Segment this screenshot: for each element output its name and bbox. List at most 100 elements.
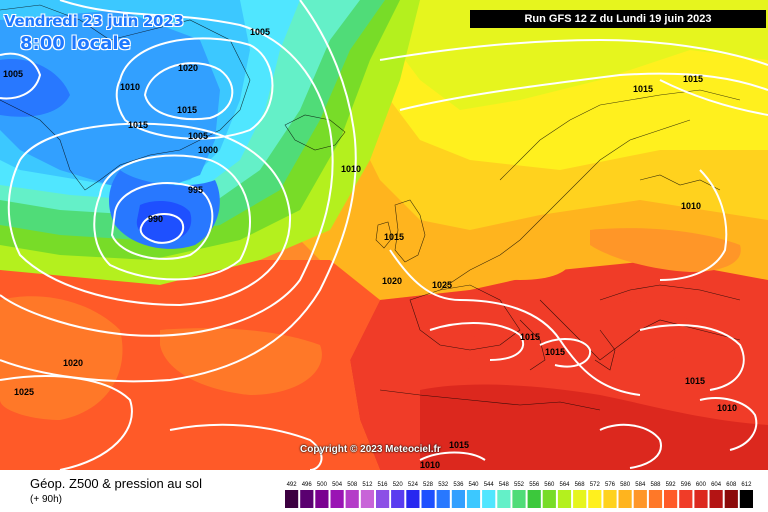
legend-level-label: 524 [408, 482, 419, 488]
isobar-label: 1025 [14, 387, 34, 397]
isobars [0, 0, 768, 470]
isobar-label: 1005 [188, 131, 208, 141]
forecast-map: 1005 1005 1010 1015 1020 1015 1005 1000 … [0, 0, 768, 470]
isobar-label: 1015 [177, 105, 197, 115]
map-title: Géop. Z500 & pression au sol [30, 476, 202, 491]
legend-swatch [315, 490, 329, 508]
legend-swatch [391, 490, 405, 508]
legend-level-label: 516 [377, 482, 388, 488]
legend-level-label: 536 [453, 482, 464, 488]
legend-level-label: 572 [590, 482, 601, 488]
legend-swatch [466, 490, 481, 508]
legend-level-label: 592 [666, 482, 677, 488]
coastlines [0, 4, 741, 411]
legend-level-label: 528 [423, 482, 434, 488]
legend-swatch [633, 490, 647, 508]
legend-level-label: 604 [711, 482, 722, 488]
isobar-label: 995 [188, 185, 203, 195]
isobar-label: 1015 [683, 74, 703, 84]
isobar-label: 990 [148, 214, 163, 224]
legend-swatch [376, 490, 390, 508]
legend-level-label: 596 [681, 482, 692, 488]
legend-level-label: 492 [287, 482, 298, 488]
isobar-label: 1020 [178, 63, 198, 73]
legend-level-label: 560 [544, 482, 555, 488]
isobar-label: 1010 [120, 82, 140, 92]
legend-swatch [360, 490, 374, 508]
isobar-label: 1015 [384, 232, 404, 242]
legend-level-label: 612 [741, 482, 752, 488]
legend-swatch [285, 490, 299, 508]
legend-level-label: 608 [726, 482, 737, 488]
legend-level-label: 556 [529, 482, 540, 488]
legend-level-label: 532 [438, 482, 449, 488]
legend-level-label: 544 [484, 482, 495, 488]
legend-swatch [330, 490, 344, 508]
legend-swatch [345, 490, 359, 508]
legend-level-label: 520 [393, 482, 404, 488]
legend-swatch [603, 490, 617, 508]
legend-swatch [406, 490, 420, 508]
legend-level-label: 496 [302, 482, 313, 488]
isobar-label: 1020 [382, 276, 402, 286]
legend-swatch [527, 490, 541, 508]
legend-level-label: 548 [499, 482, 510, 488]
legend-level-label: 568 [575, 482, 586, 488]
legend-swatch [648, 490, 663, 508]
legend-swatch [542, 490, 556, 508]
legend-level-label: 512 [362, 482, 373, 488]
legend-swatch [664, 490, 678, 508]
legend-swatch [694, 490, 708, 508]
color-legend: 492 496 500 504 508 512 516 520 524 528 532 536 540 5… [285, 482, 753, 508]
legend-swatch [451, 490, 465, 508]
legend-swatch [482, 490, 496, 508]
legend-level-label: 600 [696, 482, 707, 488]
isobar-label: 1020 [63, 358, 83, 368]
map-subtitle: (+ 90h) [30, 494, 62, 505]
isobar-labels: 1005 1005 1010 1015 1020 1015 1005 1000 … [3, 27, 737, 470]
legend-level-label: 564 [559, 482, 570, 488]
legend-swatch [709, 490, 723, 508]
isobar-label: 1005 [250, 27, 270, 37]
legend-swatch [724, 490, 738, 508]
legend-swatch [739, 490, 753, 508]
copyright-text: Copyright © 2023 Meteociel.fr [300, 444, 441, 455]
isobar-label: 1010 [420, 460, 440, 470]
isobar-label: 1015 [685, 376, 705, 386]
isobar-label: 1015 [545, 347, 565, 357]
legend-swatch [497, 490, 511, 508]
legend-swatch [436, 490, 450, 508]
legend-level-label: 540 [468, 482, 479, 488]
legend-level-label: 580 [620, 482, 631, 488]
legend-level-label: 504 [332, 482, 343, 488]
isobar-label: 1005 [3, 69, 23, 79]
isobar-label: 1015 [633, 84, 653, 94]
legend-level-label: 508 [347, 482, 358, 488]
run-info-banner: Run GFS 12 Z du Lundi 19 juin 2023 [470, 10, 766, 28]
legend-swatch [573, 490, 587, 508]
legend-level-label: 588 [650, 482, 661, 488]
isobar-label: 1015 [128, 120, 148, 130]
legend-level-label: 500 [317, 482, 328, 488]
isobar-label: 1010 [717, 403, 737, 413]
legend-level-label: 584 [635, 482, 646, 488]
legend-level-label: 552 [514, 482, 525, 488]
isobar-label: 1015 [520, 332, 540, 342]
isobar-label: 1010 [341, 164, 361, 174]
forecast-date: Vendredi 23 juin 2023 [4, 12, 184, 30]
legend-swatch [557, 490, 572, 508]
map-footer: Géop. Z500 & pression au sol (+ 90h) 492… [0, 470, 768, 512]
legend-swatch [300, 490, 314, 508]
isobar-label: 1015 [449, 440, 469, 450]
isobar-label: 1000 [198, 145, 218, 155]
legend-swatch [421, 490, 435, 508]
legend-level-label: 576 [605, 482, 616, 488]
legend-swatch [588, 490, 602, 508]
forecast-time: 8:00 locale [20, 33, 131, 54]
isobar-label: 1025 [432, 280, 452, 290]
isobar-label: 1010 [681, 201, 701, 211]
legend-swatch [679, 490, 693, 508]
legend-swatch [512, 490, 526, 508]
legend-swatch [618, 490, 632, 508]
